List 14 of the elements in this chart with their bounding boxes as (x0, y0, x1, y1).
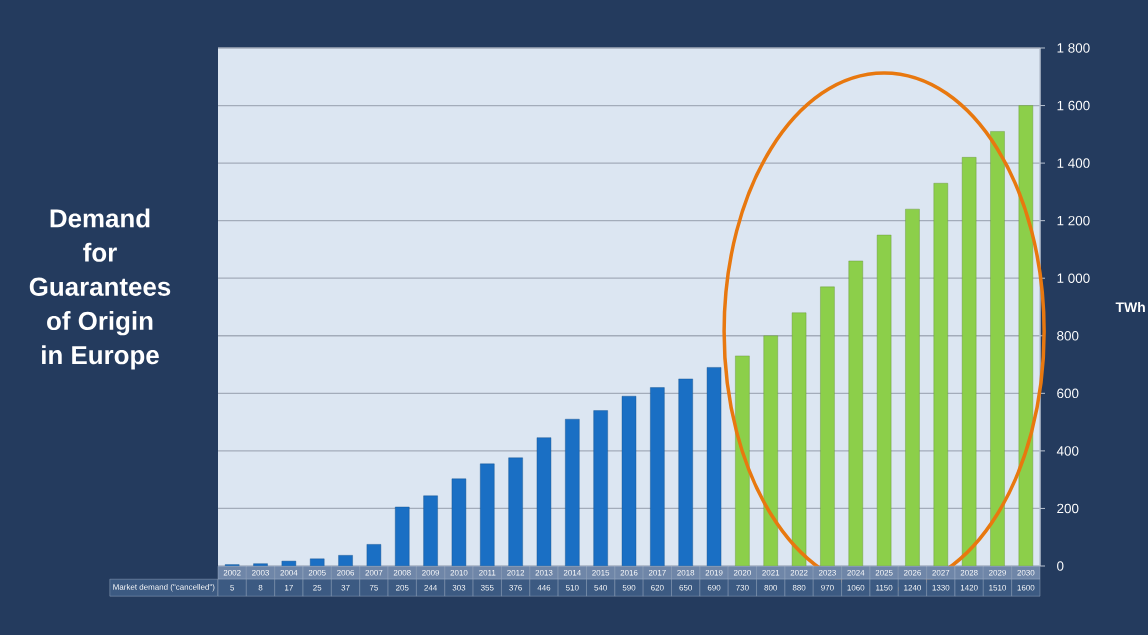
y-tick-label: 1 800 (1057, 43, 1090, 53)
y-tick-label: 600 (1057, 388, 1079, 399)
y-tick-label: 400 (1056, 446, 1079, 456)
y-tick-label: 200 (1057, 503, 1079, 514)
bar (281, 560, 297, 567)
y-tick-label: 1 400 (1057, 158, 1090, 168)
y-tick-label: 0 (1057, 561, 1064, 571)
y-tick-label: 1 200 (1057, 215, 1090, 226)
y-tick-label: 800 (1057, 331, 1079, 341)
text: Demand for Guarantees of Origin in Europe (29, 208, 171, 370)
y-axis-title: TWh (1115, 301, 1145, 313)
bar (253, 563, 268, 567)
y-tick-label: 1 600 (1057, 100, 1090, 111)
y-tick-label: 1 000 (1057, 273, 1090, 283)
